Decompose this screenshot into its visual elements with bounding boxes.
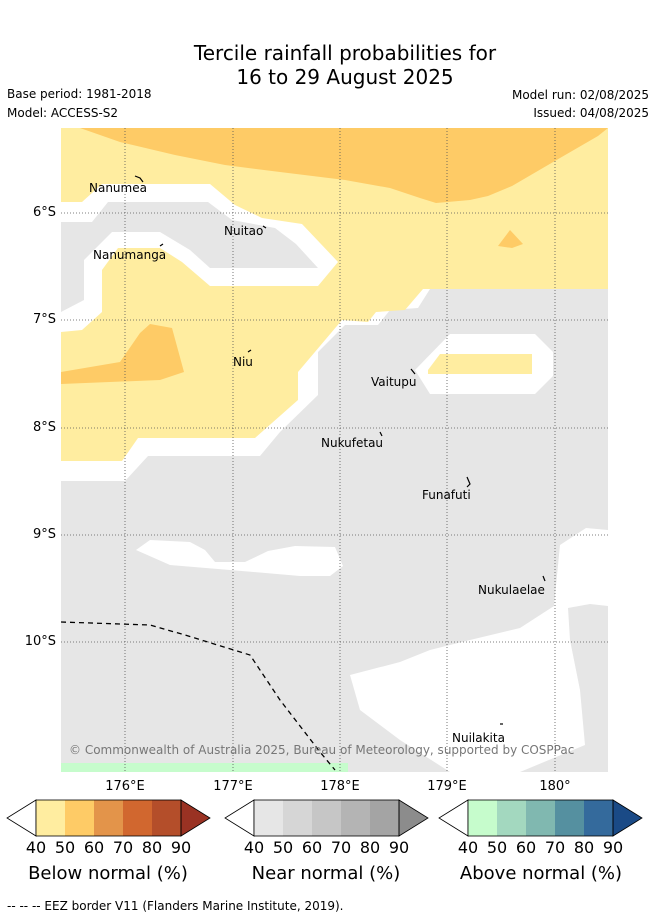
above-cb-low-arrow xyxy=(438,799,469,837)
near-cb-high-arrow xyxy=(398,799,429,837)
copyright-notice: © Commonwealth of Australia 2025, Bureau… xyxy=(69,743,574,757)
map-title-line2: 16 to 29 August 2025 xyxy=(236,65,454,89)
near-cb-segment xyxy=(341,800,370,836)
place-vaitupu: Vaitupu xyxy=(371,375,417,389)
below-cb-low-arrow xyxy=(6,799,37,837)
eez-border xyxy=(60,621,336,771)
below-cb-segment xyxy=(94,800,123,836)
cb-below-tick-80: 80 xyxy=(141,838,163,857)
below-normal-50-region xyxy=(80,128,608,203)
place-nukulaelae: Nukulaelae xyxy=(478,583,545,597)
above-cb-segment xyxy=(526,800,555,836)
lat-label-10s: 10°S xyxy=(24,634,56,649)
above-cb-segment xyxy=(497,800,526,836)
cb-below-tick-90: 90 xyxy=(170,838,192,857)
near-cb-segment xyxy=(370,800,399,836)
lon-label-176e: 176°E xyxy=(105,779,145,794)
place-nukufetau: Nukufetau xyxy=(321,436,383,450)
above-cb-high-arrow xyxy=(612,799,643,837)
below-cb-segment xyxy=(123,800,152,836)
below-cb-segment xyxy=(65,800,94,836)
no-signal-region xyxy=(136,540,343,576)
below-normal-50-region xyxy=(61,324,184,384)
near-cb-segment xyxy=(312,800,341,836)
cb-near-title: Near normal (%) xyxy=(251,863,401,884)
cb-above-tick-80: 80 xyxy=(573,838,595,857)
lat-label-6s: 6°S xyxy=(32,205,56,220)
below-cb-high-arrow xyxy=(180,799,211,837)
cb-near-tick-40: 40 xyxy=(243,838,265,857)
no-signal-region xyxy=(350,528,608,772)
place-nanumanga: Nanumanga xyxy=(93,248,166,262)
place-nanumea: Nanumea xyxy=(89,181,147,195)
lon-label-177e: 177°E xyxy=(213,779,253,794)
lat-label-8s: 8°S xyxy=(32,420,56,435)
gridlines xyxy=(61,128,608,772)
place-funafuti: Funafuti xyxy=(422,488,471,502)
cb-below-tick-50: 50 xyxy=(54,838,76,857)
cb-above-tick-60: 60 xyxy=(515,838,537,857)
lon-label-179e: 179°E xyxy=(427,779,467,794)
above-normal-40-region xyxy=(61,763,348,772)
map-title-line1: Tercile rainfall probabilities for xyxy=(193,41,497,65)
below-normal-40-region xyxy=(428,354,532,374)
cb-above-tick-70: 70 xyxy=(544,838,566,857)
place-nuitao: Nuitao xyxy=(224,224,263,238)
model-name: Model: ACCESS-S2 xyxy=(7,106,119,120)
cb-near-tick-70: 70 xyxy=(330,838,352,857)
island-marks xyxy=(134,175,546,725)
cb-near-tick-80: 80 xyxy=(359,838,381,857)
cb-below-title: Below normal (%) xyxy=(28,863,188,884)
eez-footnote: -- -- -- EEZ border V11 (Flanders Marine… xyxy=(7,899,344,913)
cb-near-tick-60: 60 xyxy=(301,838,323,857)
cb-below-tick-70: 70 xyxy=(112,838,134,857)
near-cb-low-arrow xyxy=(224,799,255,837)
above-cb-outline xyxy=(467,799,614,837)
above-cb-segment xyxy=(555,800,584,836)
cb-near-tick-50: 50 xyxy=(272,838,294,857)
place-nuilakita: Nuilakita xyxy=(452,731,505,745)
cb-below-tick-40: 40 xyxy=(25,838,47,857)
cb-above-title: Above normal (%) xyxy=(459,863,623,884)
near-cb-outline xyxy=(253,799,400,837)
cb-near-tick-90: 90 xyxy=(388,838,410,857)
near-cb-segment xyxy=(283,800,312,836)
colorbar-above-normal xyxy=(438,799,643,837)
near-normal-pocket xyxy=(61,202,318,312)
cb-above-tick-50: 50 xyxy=(486,838,508,857)
place-niu: Niu xyxy=(233,355,253,369)
below-normal-50-region xyxy=(498,230,523,248)
colorbar-below-normal xyxy=(6,799,211,837)
lat-label-7s: 7°S xyxy=(32,312,56,327)
cb-below-tick-60: 60 xyxy=(83,838,105,857)
below-cb-segment xyxy=(152,800,181,836)
cb-above-tick-90: 90 xyxy=(602,838,624,857)
above-cb-segment xyxy=(584,800,613,836)
base-period: Base period: 1981-2018 xyxy=(7,87,152,101)
cb-above-tick-40: 40 xyxy=(457,838,479,857)
lon-label-178e: 178°E xyxy=(320,779,360,794)
above-cb-segment xyxy=(468,800,497,836)
below-cb-segment xyxy=(36,800,65,836)
near-cb-segment xyxy=(254,800,283,836)
below-cb-outline xyxy=(35,799,182,837)
issued-date: Issued: 04/08/2025 xyxy=(533,106,649,120)
lon-label-180: 180° xyxy=(539,779,571,794)
model-run: Model run: 02/08/2025 xyxy=(511,88,649,102)
colorbar-near-normal xyxy=(224,799,429,837)
lat-label-9s: 9°S xyxy=(32,527,56,542)
